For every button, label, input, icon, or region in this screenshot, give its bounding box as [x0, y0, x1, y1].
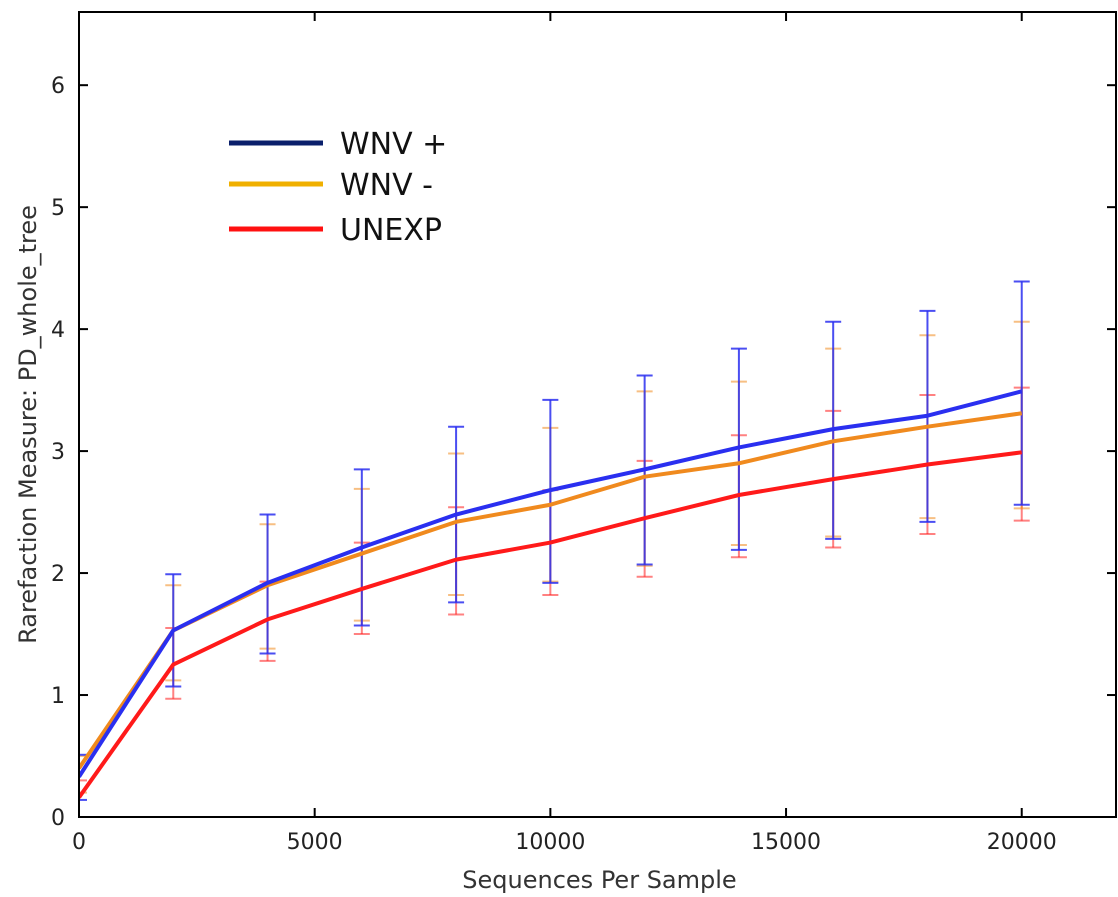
y-tick-label: 2: [51, 562, 65, 587]
legend-label: UNEXP: [340, 213, 442, 248]
axis-ticks: 0 5000 10000 15000 20000 0 1 2 3 4 5 6: [51, 12, 1116, 855]
legend-label: WNV -: [340, 168, 433, 203]
legend-label: WNV +: [340, 127, 447, 162]
y-axis-label: Rarefaction Measure: PD_whole_tree: [14, 205, 42, 644]
y-tick-label: 1: [51, 684, 65, 709]
x-tick-label: 5000: [287, 830, 343, 855]
y-tick-label: 4: [51, 318, 65, 343]
y-tick-label: 0: [51, 806, 65, 831]
x-tick-label: 0: [72, 830, 86, 855]
series-lines: [79, 389, 1023, 799]
y-tick-label: 5: [51, 196, 65, 221]
x-tick-label: 10000: [515, 830, 585, 855]
y-tick-label: 3: [51, 440, 65, 465]
error-bars: [79, 280, 1030, 817]
x-tick-label: 20000: [987, 830, 1057, 855]
x-axis-label: Sequences Per Sample: [462, 866, 736, 894]
x-tick-label: 15000: [751, 830, 821, 855]
legend: WNV + WNV - UNEXP: [229, 127, 447, 248]
y-tick-label: 6: [51, 74, 65, 99]
plot-frame: [78, 11, 1117, 818]
